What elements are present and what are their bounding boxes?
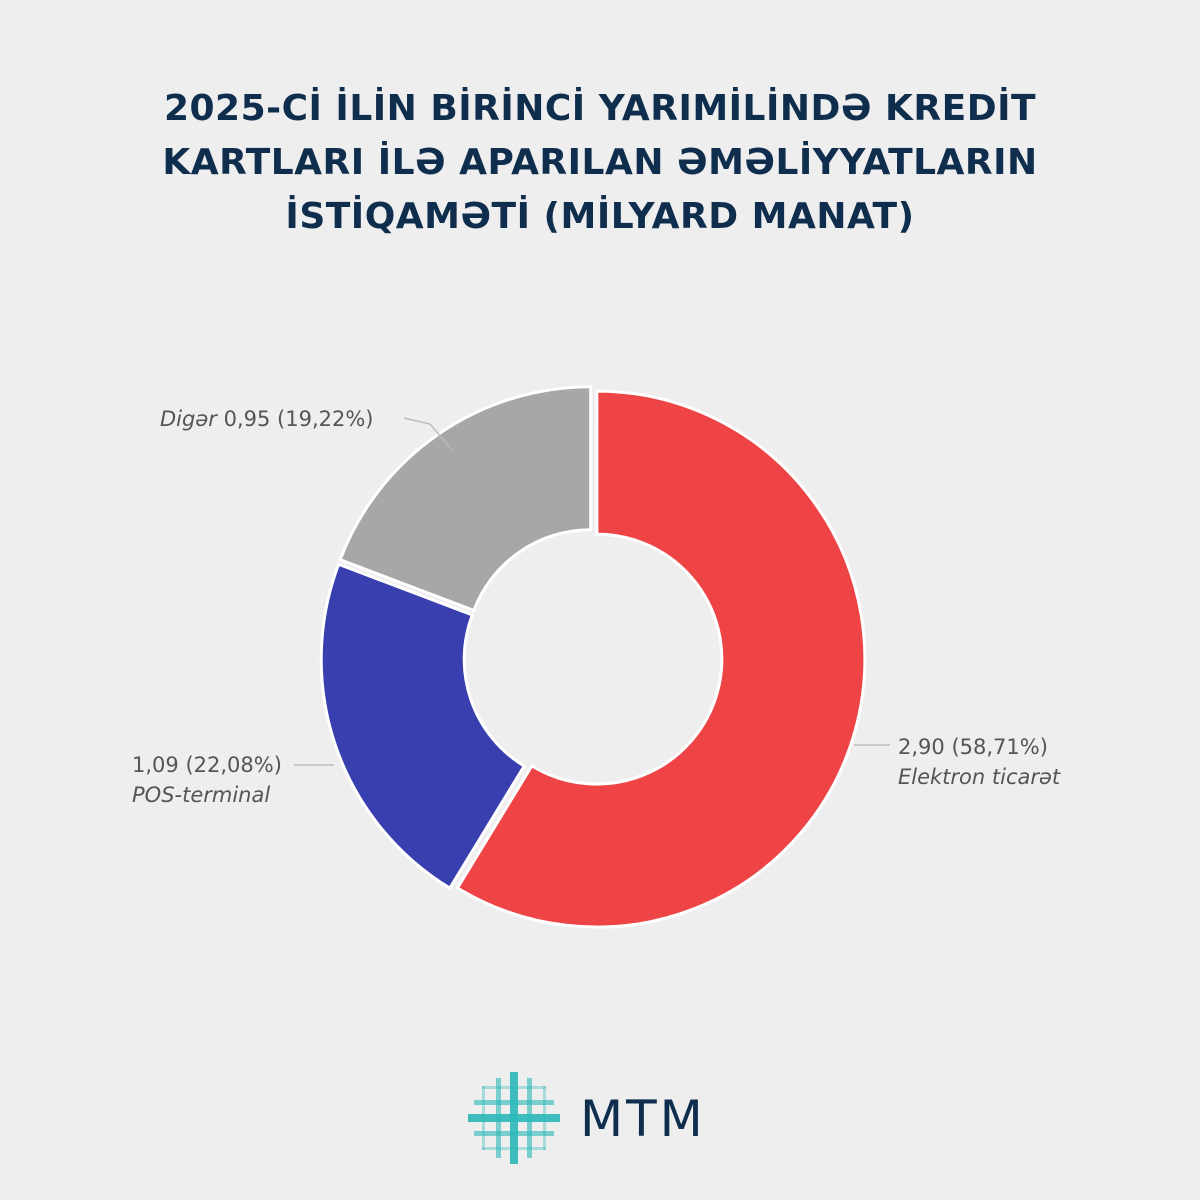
title-line-1: 2025-Cİ İLİN BİRİNCİ YARIMİLİNDƏ KREDİT xyxy=(163,88,1037,129)
label-elektron-value: 2,90 xyxy=(898,735,945,759)
slice-diger xyxy=(338,385,593,613)
slice-pos-terminal xyxy=(319,562,527,891)
label-diger-percent: (19,22%) xyxy=(277,407,374,431)
label-elektron-percent: (58,71%) xyxy=(951,735,1048,759)
slice-elektron-ticaret xyxy=(455,389,867,929)
label-diger: Digər 0,95 (19,22%) xyxy=(160,404,374,434)
label-pos-name: POS-terminal xyxy=(132,783,271,807)
label-pos-terminal: 1,09 (22,08%) POS-terminal xyxy=(132,750,282,810)
label-diger-value: 0,95 xyxy=(223,407,271,431)
label-diger-name: Digər xyxy=(160,407,217,431)
label-pos-percent: (22,08%) xyxy=(185,753,282,777)
label-pos-value: 1,09 xyxy=(132,753,179,777)
title-line-2: KARTLARI İLƏ APARILAN ƏMƏLİYYATLARIN xyxy=(162,142,1038,183)
label-elektron-name: Elektron ticarət xyxy=(898,765,1061,789)
title-line-3: İSTİQAMƏTİ (MİLYARD MANAT) xyxy=(285,196,915,237)
mtm-logo-icon xyxy=(468,1072,560,1164)
brand-name: MTM xyxy=(580,1090,706,1148)
label-elektron-ticaret: 2,90 (58,71%) Elektron ticarət xyxy=(898,732,1060,792)
chart-title: 2025-Cİ İLİN BİRİNCİ YARIMİLİNDƏ KREDİT … xyxy=(0,82,1200,244)
leader-line-diger xyxy=(403,417,453,451)
